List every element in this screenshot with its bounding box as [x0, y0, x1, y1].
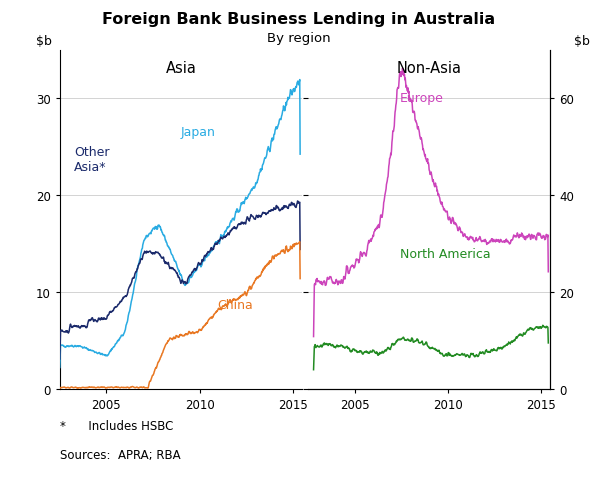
Text: Sources:  APRA; RBA: Sources: APRA; RBA: [60, 448, 181, 461]
Text: North America: North America: [400, 247, 490, 260]
Text: $b: $b: [574, 34, 590, 47]
Text: Europe: Europe: [400, 91, 444, 105]
Text: By region: By region: [267, 31, 331, 45]
Text: $b: $b: [36, 34, 51, 47]
Text: China: China: [217, 299, 253, 312]
Text: Non-Asia: Non-Asia: [396, 61, 462, 76]
Text: *      Includes HSBC: * Includes HSBC: [60, 419, 173, 432]
Text: Asia: Asia: [166, 61, 196, 76]
Text: Other
Asia*: Other Asia*: [74, 146, 110, 174]
Text: Foreign Bank Business Lending in Australia: Foreign Bank Business Lending in Austral…: [102, 12, 496, 27]
Text: Japan: Japan: [181, 125, 216, 138]
